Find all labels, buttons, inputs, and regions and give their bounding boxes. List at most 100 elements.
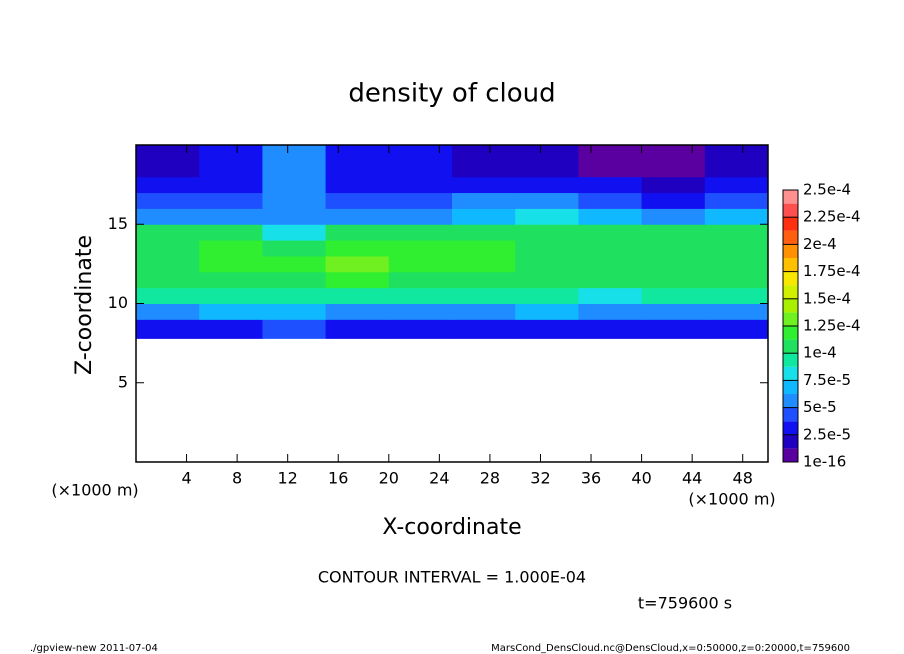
cell [578,240,643,257]
cell [388,208,453,225]
colorbar-band [783,285,798,299]
cell [452,255,516,273]
footer-right: MarsCond_DensCloud.nc@DensCloud,x=0:5000… [491,643,850,654]
cell [452,303,516,320]
cell [641,145,706,178]
cell [515,224,579,241]
cell [578,192,643,209]
cell [578,303,643,320]
colorbar-band [783,230,798,245]
colorbar-band [783,353,798,367]
cell [199,208,263,225]
cell [578,224,643,241]
colorbar-band [783,258,798,272]
y-axis-label: Z-coordinate [72,235,97,375]
cell [578,145,643,178]
cell [262,176,327,194]
cell [452,224,516,241]
x-unit: (×1000 m) [51,481,138,500]
cell [388,271,453,289]
cell [136,192,200,209]
cell [262,208,327,225]
cell [388,192,453,209]
colorbar-band [783,326,798,340]
cell [641,319,706,339]
colorbar-band [783,407,798,422]
cell [515,192,579,209]
colorbar-band [783,203,798,218]
y-tick-label: 10 [108,293,128,312]
cell [452,145,516,178]
cell [704,176,769,194]
cell [641,303,706,320]
cell [325,303,390,320]
y-tick-label: 15 [108,214,128,233]
x-tick-label: 44 [682,469,702,488]
cell [199,319,263,339]
cell [388,255,453,273]
colorbar-label: 1.5e-4 [803,289,851,307]
colorbar-band [783,366,798,381]
cell [704,271,769,289]
cell [262,287,327,304]
cell [325,240,390,257]
cell [388,319,453,339]
colorbar-band [783,271,798,286]
colorbar-band [783,434,798,449]
cell [452,287,516,304]
colorbar-label: 2.25e-4 [803,208,861,226]
cell [641,271,706,289]
colorbar-band [783,298,798,313]
cell [199,224,263,241]
cell [325,287,390,304]
cell [641,255,706,273]
contour-note: CONTOUR INTERVAL = 1.000E-04 [318,568,586,587]
cell [136,145,200,178]
y-tick-label: 5 [118,372,128,391]
cell [325,224,390,241]
cell [452,192,516,209]
cell [325,271,390,289]
colorbar-label: 2.5e-5 [803,425,851,443]
cell [199,240,263,257]
cell [199,271,263,289]
cell [199,176,263,194]
cell [578,176,643,194]
cell [704,224,769,241]
cell [199,255,263,273]
colorbar-band [783,394,798,408]
x-tick-label: 36 [581,469,601,488]
cell [515,287,579,304]
cell [388,224,453,241]
colorbar-band [783,448,798,462]
x-tick-label: 4 [181,469,191,488]
cell [388,145,453,178]
cell [199,192,263,209]
cell [515,145,579,178]
cell [578,287,643,304]
colorbar-band [783,380,798,394]
cell [262,145,327,178]
cell [199,145,263,178]
cell [136,271,200,289]
cell [325,145,390,178]
cell [578,271,643,289]
cell [325,319,390,339]
cell [199,303,263,320]
colorbar-label: 1.75e-4 [803,262,861,280]
colorbar-label: 1.25e-4 [803,317,861,335]
x-tick-label: 28 [480,469,500,488]
cell [452,240,516,257]
cell [136,224,200,241]
colorbar-label: 2e-4 [803,235,837,253]
cell [136,176,200,194]
cell [452,319,516,339]
cell [262,255,327,273]
colorbar-band [783,217,798,231]
x-unit: (×1000 m) [688,490,775,509]
x-tick-label: 48 [733,469,753,488]
cell [325,255,390,273]
cell [578,208,643,225]
colorbar-band [783,421,798,435]
